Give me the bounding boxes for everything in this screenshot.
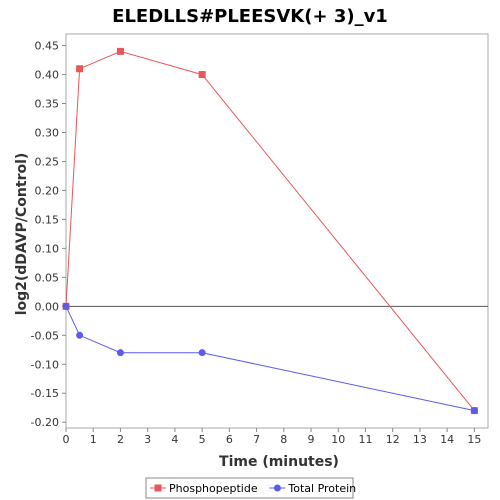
legend: Phosphopeptide Total Protein xyxy=(145,477,356,499)
y-axis: -0.20 -0.15 -0.10 -0.05 0.00 0.05 0.10 0.15 0.20… xyxy=(31,40,66,429)
x-tick-label: 15 xyxy=(467,433,481,446)
total-protein-point xyxy=(198,349,206,357)
x-tick-label: 11 xyxy=(358,433,372,446)
y-axis-title: log2(dDAVP/Control) xyxy=(14,153,30,316)
y-tick-label: 0.40 xyxy=(35,69,60,82)
x-tick-label: 2 xyxy=(117,433,124,446)
x-tick-label: 6 xyxy=(226,433,233,446)
legend-box xyxy=(145,477,354,499)
x-tick-label: 0 xyxy=(63,433,70,446)
phosphopeptide-point xyxy=(76,65,84,73)
total-protein-point xyxy=(76,331,84,339)
x-tick-label: 9 xyxy=(308,433,315,446)
total-protein-point xyxy=(470,407,478,415)
x-axis-title: Time (minutes) xyxy=(219,454,339,470)
x-tick-label: 5 xyxy=(199,433,206,446)
x-tick-label: 13 xyxy=(413,433,427,446)
x-tick-label: 8 xyxy=(280,433,287,446)
y-tick-label: 0.45 xyxy=(35,40,60,53)
y-tick-label: 0.05 xyxy=(35,271,60,284)
phosphopeptide-legend-marker xyxy=(154,484,162,492)
plot-area xyxy=(65,33,489,429)
y-tick-label: 0.20 xyxy=(35,184,60,197)
x-tick-label: 1 xyxy=(90,433,97,446)
y-tick-label: 0.00 xyxy=(35,300,60,313)
y-tick-label: 0.30 xyxy=(35,127,60,140)
x-tick-label: 10 xyxy=(331,433,345,446)
y-tick-label: 0.10 xyxy=(35,242,60,255)
y-tick-label: 0.15 xyxy=(35,213,60,226)
total-protein-legend-label: Total Protein xyxy=(287,482,356,495)
total-protein-point xyxy=(62,302,70,310)
chart-title: ELEDLLS#PLEESVK(+ 3)_v1 xyxy=(112,6,388,27)
y-tick-label: -0.20 xyxy=(31,416,59,429)
x-tick-label: 3 xyxy=(144,433,151,446)
series-layer xyxy=(62,47,478,415)
y-tick-label: 0.35 xyxy=(35,98,60,111)
y-tick-label: 0.25 xyxy=(35,155,60,168)
phosphopeptide-point xyxy=(198,71,206,79)
x-axis: 0 1 2 3 4 5 6 7 8 9 10 11 12 13 14 15 xyxy=(63,428,481,446)
x-tick-label: 12 xyxy=(386,433,400,446)
y-tick-label: -0.05 xyxy=(31,329,59,342)
x-tick-label: 4 xyxy=(171,433,178,446)
total-protein-point xyxy=(116,349,124,357)
phosphopeptide-point xyxy=(116,47,124,55)
y-tick-label: -0.10 xyxy=(31,358,59,371)
x-tick-label: 14 xyxy=(440,433,454,446)
y-tick-label: -0.15 xyxy=(31,387,59,400)
phosphopeptide-legend-label: Phosphopeptide xyxy=(169,482,258,495)
x-tick-label: 7 xyxy=(253,433,260,446)
plot-frame xyxy=(65,33,489,429)
total-protein-legend-marker xyxy=(273,484,281,492)
